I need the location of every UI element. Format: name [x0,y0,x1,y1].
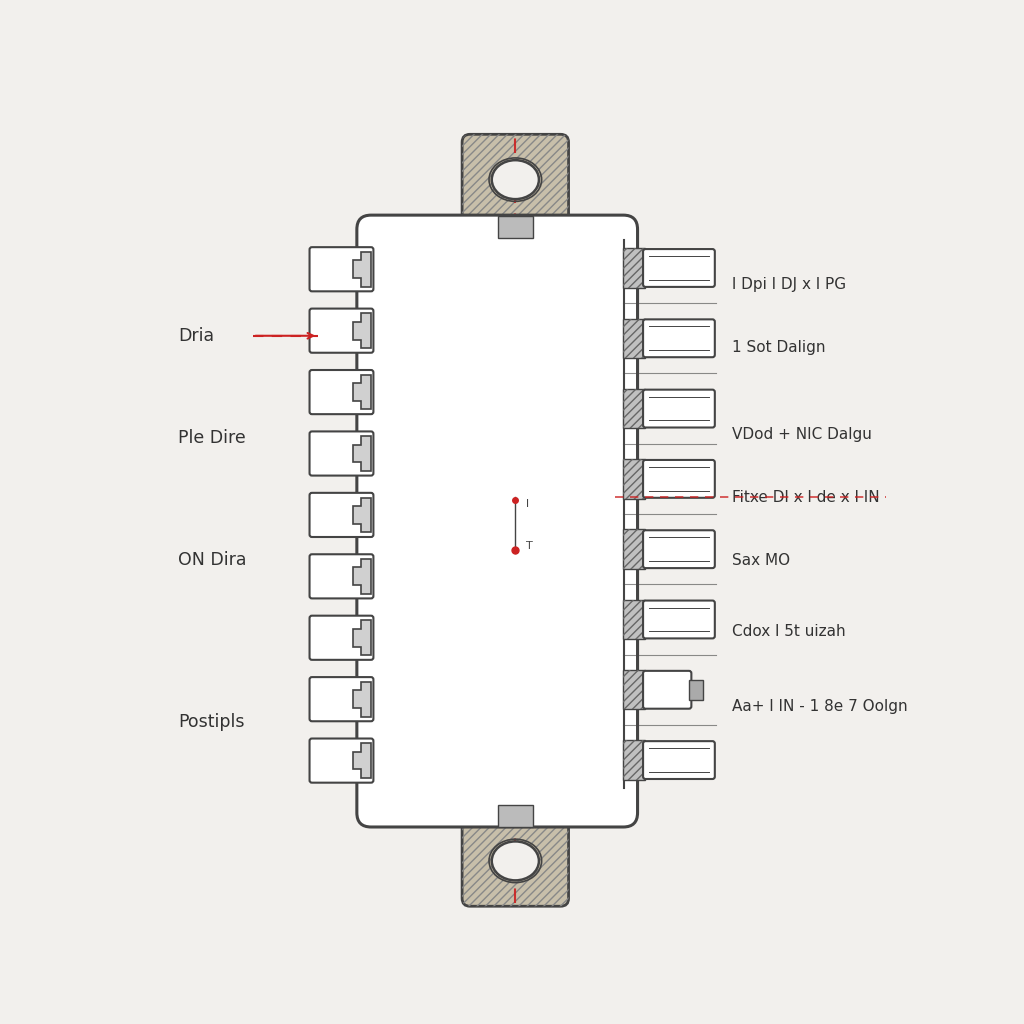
FancyBboxPatch shape [643,530,715,568]
Polygon shape [352,559,371,594]
Bar [624,318,645,358]
Bar [624,318,645,358]
FancyBboxPatch shape [643,741,715,779]
Bar [624,248,645,288]
Bar [498,215,534,238]
FancyBboxPatch shape [309,370,374,414]
Bar [624,529,645,569]
Bar [624,529,645,569]
FancyBboxPatch shape [643,600,715,638]
Text: Cdox l 5t uizah: Cdox l 5t uizah [732,624,846,639]
Polygon shape [352,436,371,471]
Bar [624,459,645,499]
Bar [624,670,645,710]
FancyBboxPatch shape [643,390,715,427]
Bar [624,389,645,428]
FancyBboxPatch shape [643,671,691,709]
FancyBboxPatch shape [643,249,715,287]
FancyBboxPatch shape [309,738,374,782]
Text: l: l [525,499,528,509]
Bar [689,680,703,699]
Polygon shape [352,375,371,410]
FancyBboxPatch shape [309,554,374,598]
Bar [624,740,645,780]
FancyBboxPatch shape [309,677,374,721]
Ellipse shape [492,160,539,199]
Text: VDod + NIC Dalgu: VDod + NIC Dalgu [732,427,872,441]
Bar [624,740,645,780]
Polygon shape [352,252,371,287]
FancyBboxPatch shape [643,319,715,357]
FancyBboxPatch shape [462,134,568,225]
Text: Ple Dire: Ple Dire [178,429,246,447]
Bar [498,805,534,826]
Ellipse shape [492,842,539,881]
Bar [624,600,645,639]
Text: Aa+ l IN - 1 8e 7 Oolgn: Aa+ l IN - 1 8e 7 Oolgn [732,698,908,714]
Polygon shape [352,743,371,778]
Text: ON Dira: ON Dira [178,552,247,569]
Polygon shape [352,621,371,655]
Bar [624,248,645,288]
Text: Dria: Dria [178,327,214,345]
Bar [624,389,645,428]
FancyBboxPatch shape [309,247,374,291]
FancyBboxPatch shape [643,460,715,498]
FancyBboxPatch shape [309,431,374,475]
Text: T: T [525,542,532,551]
Polygon shape [352,682,371,717]
Bar [624,670,645,710]
FancyBboxPatch shape [356,215,638,827]
FancyBboxPatch shape [309,308,374,352]
Text: 1 Sot Dalign: 1 Sot Dalign [732,340,825,355]
Bar [624,600,645,639]
Polygon shape [352,498,371,532]
Bar [624,459,645,499]
Text: l Dpi l DJ x l PG: l Dpi l DJ x l PG [732,278,846,292]
FancyBboxPatch shape [462,815,568,906]
FancyBboxPatch shape [309,615,374,659]
FancyBboxPatch shape [309,493,374,537]
Text: Fitxe Dl x l de x l IN: Fitxe Dl x l de x l IN [732,489,880,505]
Text: Sax MO: Sax MO [732,553,791,568]
Text: Postipls: Postipls [178,713,245,731]
Polygon shape [352,313,371,348]
